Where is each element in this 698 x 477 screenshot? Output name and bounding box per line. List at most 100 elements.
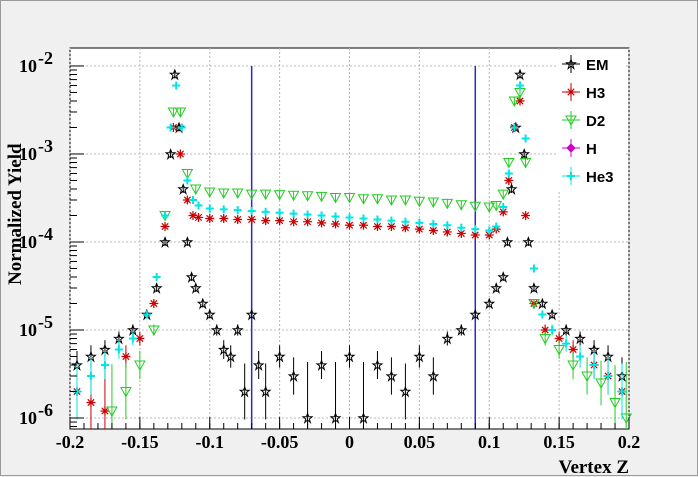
data-point bbox=[618, 387, 627, 396]
data-point bbox=[86, 372, 95, 381]
star-marker bbox=[259, 385, 272, 398]
data-point bbox=[100, 406, 110, 416]
data-point bbox=[315, 191, 328, 203]
data-point bbox=[331, 212, 340, 221]
data-point bbox=[289, 209, 298, 218]
plus-marker bbox=[538, 310, 547, 319]
triangle-marker bbox=[273, 190, 286, 201]
data-point bbox=[219, 213, 229, 223]
data-point bbox=[317, 211, 326, 220]
x-tick-label: 0.15 bbox=[543, 432, 575, 452]
data-point bbox=[114, 345, 123, 354]
data-point bbox=[183, 176, 192, 185]
data-point bbox=[194, 212, 204, 222]
plus-marker bbox=[233, 206, 242, 215]
y-tick-label: 10 bbox=[19, 232, 37, 252]
asterisk-marker bbox=[289, 217, 299, 227]
x-tick-label: -0.05 bbox=[261, 432, 299, 452]
legend-label: H3 bbox=[586, 85, 605, 102]
triangle-marker bbox=[181, 168, 194, 180]
data-point bbox=[485, 226, 494, 235]
data-point bbox=[386, 221, 396, 231]
asterisk-marker bbox=[456, 228, 466, 238]
plus-marker bbox=[331, 212, 340, 221]
plus-marker bbox=[205, 204, 214, 213]
data-point bbox=[498, 207, 508, 217]
data-point bbox=[497, 271, 510, 284]
triangle-marker bbox=[134, 360, 146, 372]
plus-marker bbox=[401, 217, 410, 226]
triangle-marker bbox=[106, 406, 118, 418]
asterisk-marker bbox=[484, 230, 494, 240]
data-point bbox=[273, 350, 286, 363]
star-marker bbox=[245, 308, 258, 321]
data-point bbox=[303, 217, 313, 227]
asterisk-marker bbox=[205, 213, 215, 223]
star-marker bbox=[181, 236, 194, 249]
plus-marker bbox=[177, 123, 186, 132]
triangle-marker bbox=[315, 191, 328, 203]
data-point bbox=[595, 378, 607, 390]
data-point bbox=[521, 210, 531, 220]
legend-label: D2 bbox=[586, 113, 605, 130]
data-point bbox=[301, 191, 314, 202]
plus-marker bbox=[194, 201, 203, 210]
y-tick-label: 10 bbox=[19, 408, 37, 428]
data-point bbox=[331, 219, 341, 229]
data-point bbox=[456, 228, 466, 238]
data-point bbox=[100, 361, 109, 370]
star-marker bbox=[528, 282, 540, 295]
data-point bbox=[554, 334, 564, 344]
data-point bbox=[546, 308, 559, 321]
plus-marker bbox=[387, 216, 396, 225]
star-marker bbox=[159, 236, 171, 249]
asterisk-marker bbox=[194, 212, 204, 222]
asterisk-marker bbox=[504, 175, 514, 185]
star-marker bbox=[441, 332, 454, 345]
data-point bbox=[515, 96, 525, 106]
data-point bbox=[401, 217, 410, 226]
data-point bbox=[233, 206, 242, 215]
star-marker bbox=[565, 58, 577, 71]
triangle-marker bbox=[174, 107, 187, 119]
data-point bbox=[245, 189, 258, 201]
y-axis-title: Normalized Yield bbox=[5, 143, 26, 285]
data-point bbox=[181, 168, 194, 180]
plus-marker bbox=[485, 226, 494, 235]
data-point bbox=[442, 227, 452, 237]
star-marker bbox=[505, 183, 518, 196]
data-point bbox=[484, 230, 494, 240]
asterisk-marker bbox=[182, 195, 192, 205]
star-marker bbox=[455, 324, 468, 337]
triangle-marker bbox=[595, 378, 607, 390]
triangle-marker bbox=[483, 202, 496, 213]
data-point bbox=[185, 271, 198, 284]
star-marker bbox=[238, 385, 251, 398]
star-marker bbox=[185, 271, 198, 284]
data-point bbox=[471, 225, 480, 234]
data-point bbox=[188, 195, 197, 204]
data-point bbox=[415, 218, 424, 227]
star-marker bbox=[469, 308, 482, 321]
data-point bbox=[521, 134, 530, 143]
asterisk-marker bbox=[540, 325, 550, 335]
plus-marker bbox=[172, 81, 181, 90]
triangle-marker bbox=[455, 200, 468, 211]
asterisk-marker bbox=[358, 220, 368, 230]
data-point bbox=[247, 215, 257, 225]
data-point bbox=[490, 282, 503, 295]
data-point bbox=[120, 387, 132, 398]
star-marker bbox=[413, 350, 426, 363]
data-point bbox=[142, 310, 151, 319]
data-point bbox=[560, 324, 573, 337]
data-point bbox=[343, 193, 356, 204]
y-tick-exponent: -5 bbox=[38, 312, 53, 332]
plus-marker bbox=[303, 210, 312, 219]
x-tick-label: -0.15 bbox=[121, 432, 159, 452]
data-point bbox=[358, 220, 368, 230]
y-tick-exponent: -2 bbox=[38, 48, 53, 68]
plus-marker bbox=[504, 169, 513, 178]
data-point bbox=[203, 308, 216, 321]
data-point bbox=[371, 194, 384, 205]
triangle-marker bbox=[502, 158, 515, 169]
